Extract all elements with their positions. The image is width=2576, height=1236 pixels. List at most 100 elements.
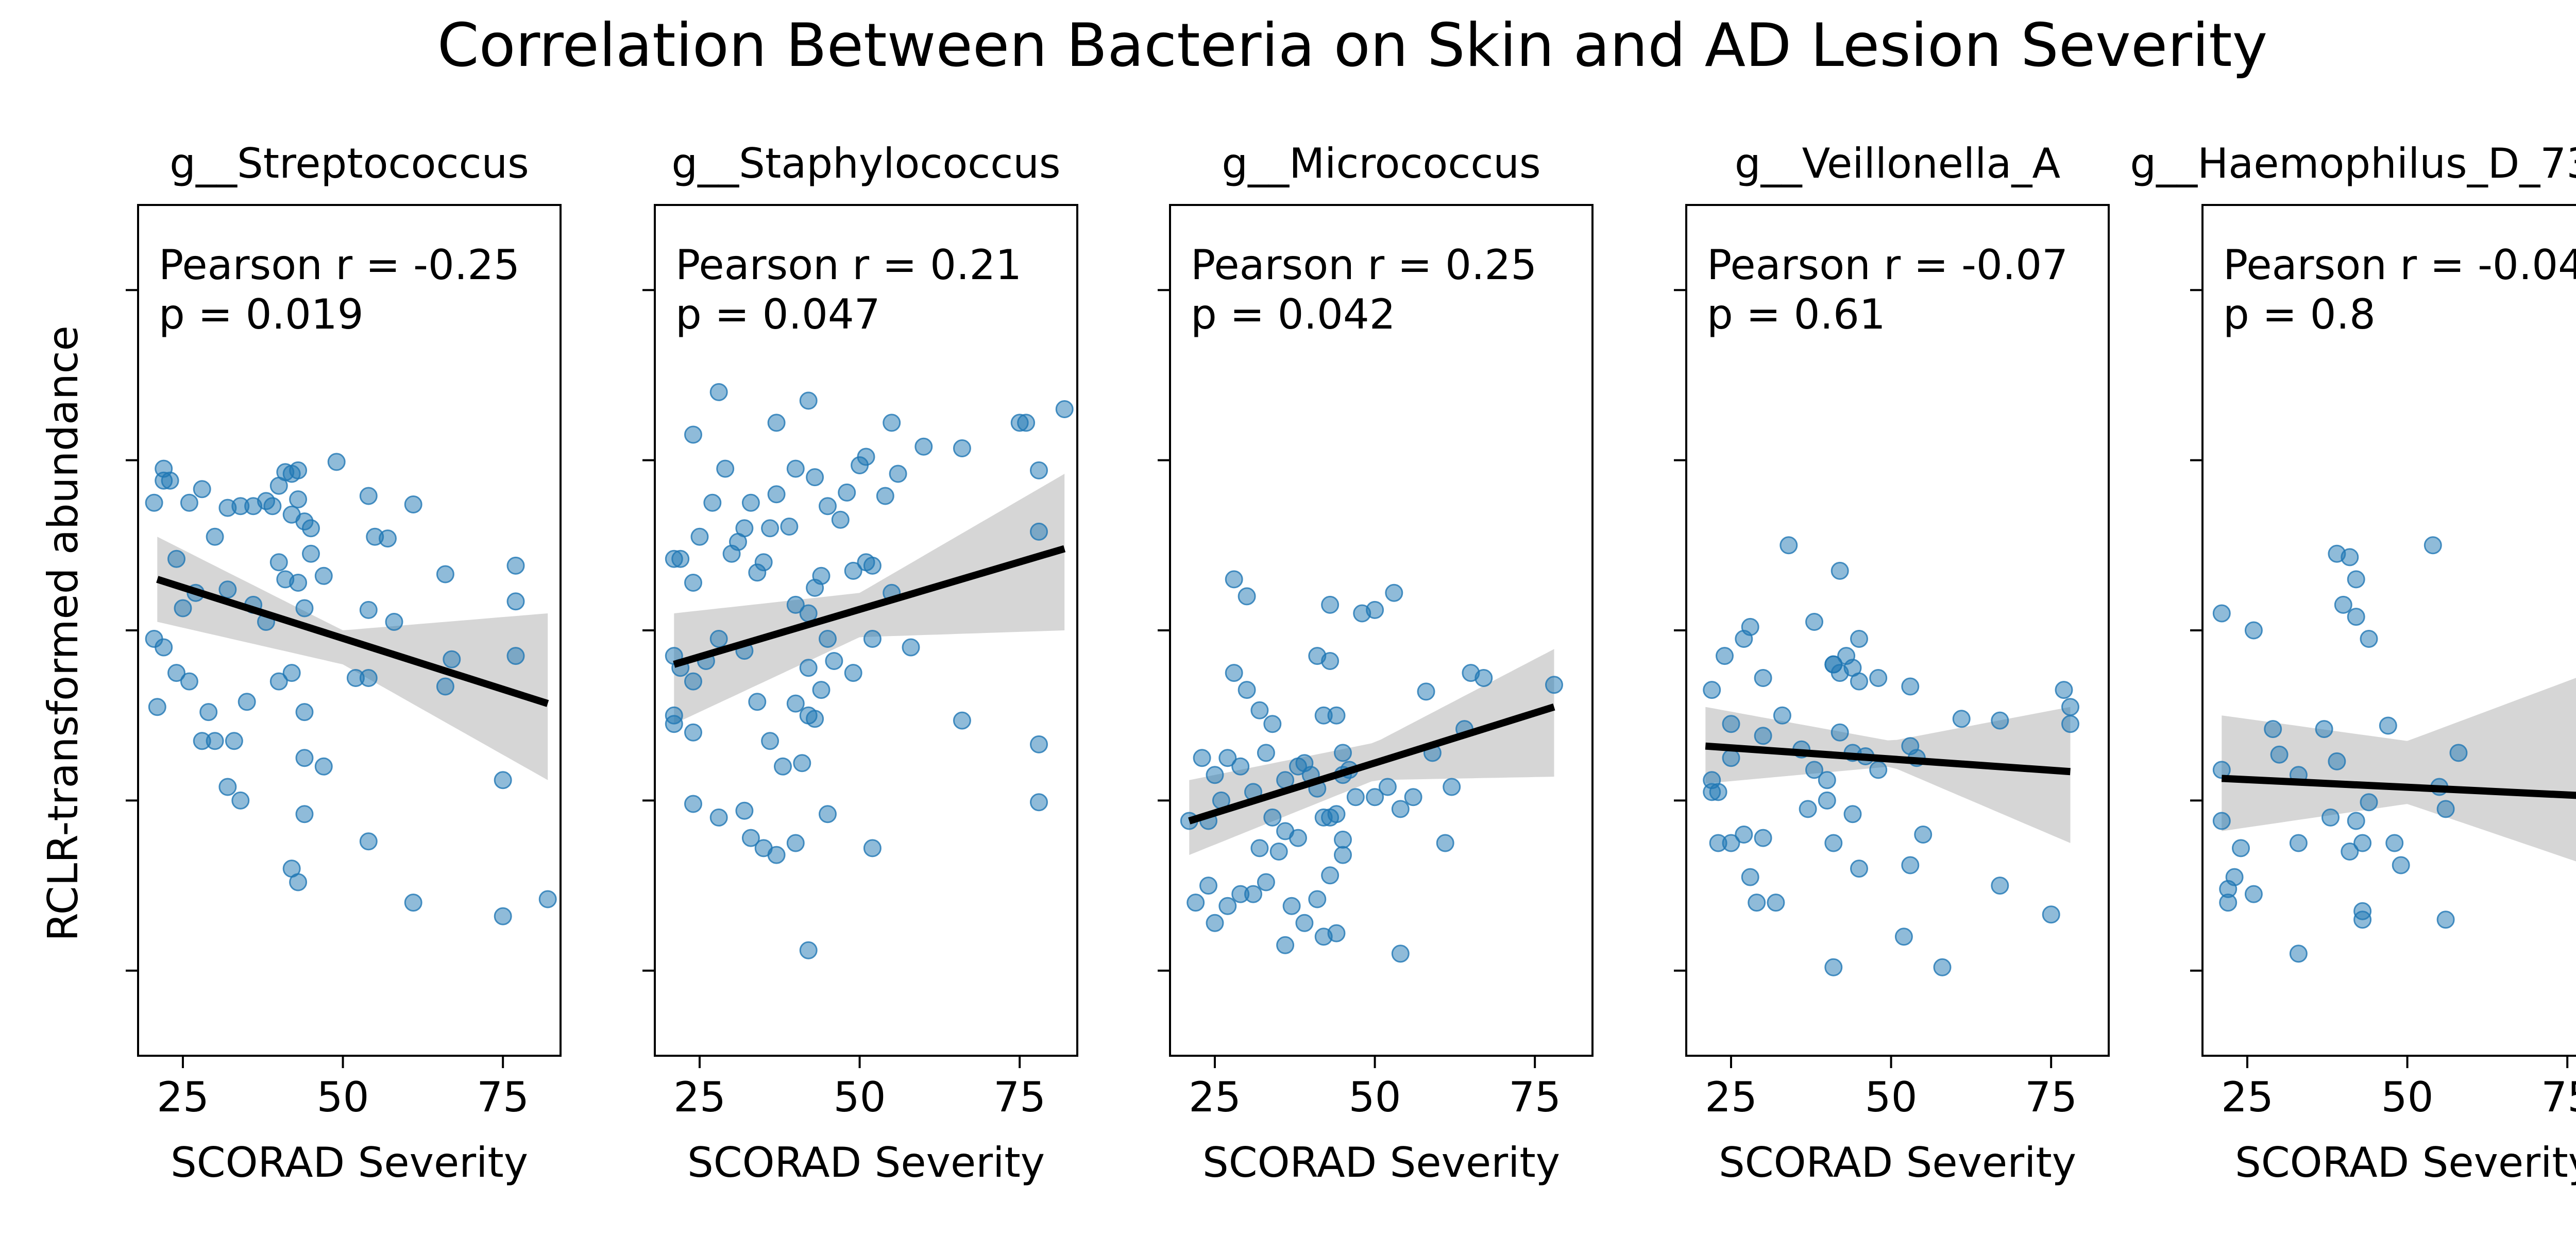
data-point bbox=[295, 703, 314, 722]
data-point bbox=[1276, 936, 1295, 954]
data-point bbox=[443, 650, 461, 668]
data-point bbox=[2353, 834, 2372, 852]
data-point bbox=[1545, 676, 1563, 694]
data-point bbox=[1030, 735, 1048, 753]
data-point bbox=[684, 425, 702, 444]
data-point bbox=[709, 808, 728, 827]
data-point bbox=[314, 757, 333, 776]
data-point bbox=[1773, 706, 1791, 725]
data-point bbox=[314, 566, 333, 585]
data-point bbox=[269, 553, 288, 572]
data-point bbox=[1901, 856, 1920, 874]
data-point bbox=[1991, 711, 2009, 730]
data-point bbox=[812, 681, 831, 699]
subplot-4: 25 50 75 SCORAD Severity g__Veillonella_A Pea… bbox=[1674, 140, 2110, 1187]
x-axis-label: SCORAD Severity bbox=[1719, 1139, 2076, 1187]
data-point bbox=[1894, 928, 1913, 946]
subplot-title: g__Staphylococcus bbox=[671, 140, 1060, 187]
data-point bbox=[812, 566, 831, 585]
data-point bbox=[857, 553, 875, 572]
data-point bbox=[786, 459, 805, 478]
x-axis-label: SCORAD Severity bbox=[2235, 1139, 2576, 1187]
data-point bbox=[1735, 826, 1753, 844]
data-point bbox=[767, 846, 786, 864]
data-point bbox=[1250, 839, 1269, 857]
x-tick-label: 75 bbox=[2541, 1073, 2576, 1121]
data-point bbox=[1327, 924, 1346, 942]
data-point bbox=[735, 519, 754, 538]
subplot-title: g__Micrococcus bbox=[1222, 140, 1540, 187]
confidence-band bbox=[674, 474, 1065, 724]
x-tick-label: 50 bbox=[1349, 1073, 1401, 1121]
data-point bbox=[1321, 866, 1340, 885]
x-tick-label: 25 bbox=[1705, 1073, 1757, 1121]
data-point bbox=[838, 483, 856, 502]
data-point bbox=[2061, 698, 2079, 716]
p-value-label: p = 0.61 bbox=[1707, 290, 1886, 338]
data-point bbox=[709, 630, 728, 648]
data-point bbox=[825, 652, 843, 670]
data-point bbox=[1831, 561, 1849, 580]
data-point bbox=[1334, 830, 1352, 849]
data-point bbox=[167, 550, 185, 568]
data-point bbox=[1850, 672, 1868, 691]
data-point bbox=[902, 638, 920, 657]
x-tick-label: 75 bbox=[2025, 1073, 2077, 1121]
data-point bbox=[1850, 630, 1868, 648]
data-point bbox=[155, 471, 173, 490]
data-point bbox=[2219, 894, 2238, 912]
data-point bbox=[889, 465, 907, 483]
data-point bbox=[1991, 877, 2009, 895]
data-point bbox=[741, 829, 760, 847]
data-point bbox=[1218, 749, 1237, 767]
data-point bbox=[2436, 800, 2455, 818]
data-point bbox=[302, 544, 320, 563]
data-point bbox=[684, 672, 702, 691]
data-point bbox=[819, 497, 837, 516]
data-point bbox=[1295, 914, 1314, 932]
data-point bbox=[665, 715, 683, 733]
data-point bbox=[863, 839, 882, 857]
data-point bbox=[148, 698, 166, 716]
data-point bbox=[1321, 595, 1340, 614]
data-point bbox=[2232, 839, 2250, 857]
data-point bbox=[2321, 808, 2340, 827]
data-point bbox=[1346, 788, 1365, 806]
data-point bbox=[269, 672, 288, 691]
x-axis-label: SCORAD Severity bbox=[171, 1139, 528, 1187]
data-point bbox=[1831, 723, 1849, 742]
p-value-label: p = 0.047 bbox=[675, 290, 880, 338]
data-point bbox=[1722, 749, 1740, 767]
data-point bbox=[1824, 834, 1843, 852]
data-point bbox=[883, 414, 901, 432]
data-point bbox=[193, 480, 211, 499]
data-point bbox=[1404, 788, 1422, 806]
y-axis-label: RCLR-transformed abundance bbox=[39, 325, 87, 941]
data-point bbox=[684, 723, 702, 742]
subplot-title: g__Veillonella_A bbox=[1735, 140, 2061, 187]
data-point bbox=[494, 771, 512, 789]
data-point bbox=[1257, 873, 1275, 891]
data-point bbox=[167, 664, 185, 682]
data-point bbox=[1799, 800, 1817, 818]
x-tick-label: 25 bbox=[157, 1073, 209, 1121]
data-point bbox=[289, 873, 308, 891]
data-point bbox=[199, 703, 218, 722]
data-point bbox=[180, 672, 198, 691]
data-point bbox=[494, 907, 512, 925]
data-point bbox=[385, 613, 403, 631]
data-point bbox=[1475, 669, 1493, 687]
data-point bbox=[263, 497, 282, 516]
x-tick-label: 25 bbox=[1189, 1073, 1241, 1121]
data-point bbox=[1703, 771, 1721, 789]
data-point bbox=[2289, 834, 2308, 852]
data-point bbox=[1843, 805, 1862, 823]
data-point bbox=[1722, 715, 1740, 733]
data-point bbox=[145, 493, 163, 512]
data-point bbox=[1385, 583, 1403, 602]
data-point bbox=[761, 732, 779, 750]
data-point bbox=[1869, 761, 1888, 779]
data-point bbox=[767, 485, 786, 504]
figure-title: Correlation Between Bacteria on Skin and… bbox=[437, 11, 2268, 80]
